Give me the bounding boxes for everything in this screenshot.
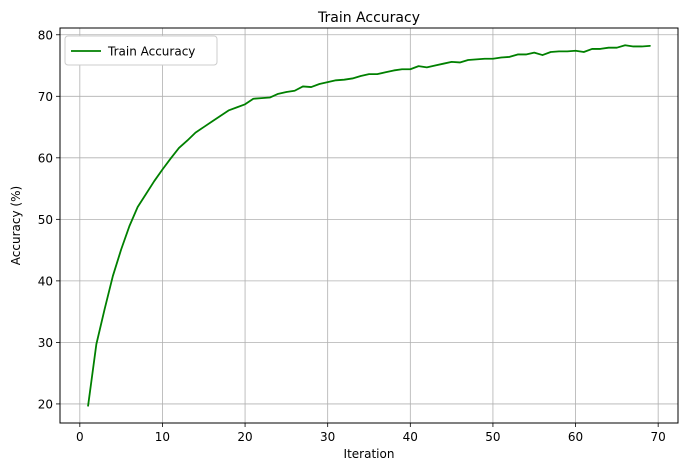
data-point <box>227 109 230 112</box>
data-point <box>294 90 296 92</box>
data-point <box>219 115 221 117</box>
data-point <box>327 81 329 83</box>
data-point <box>236 106 238 108</box>
data-point <box>137 206 139 208</box>
data-point <box>434 64 436 67</box>
data-point <box>376 73 378 75</box>
data-point <box>178 147 180 149</box>
data-point <box>120 248 122 251</box>
data-point <box>128 225 131 227</box>
y-tick-label: 30 <box>38 336 53 350</box>
data-point <box>533 52 535 54</box>
data-point <box>360 75 362 77</box>
data-point <box>112 275 114 277</box>
legend-label: Train Accuracy <box>107 45 195 59</box>
data-point <box>500 56 502 59</box>
data-point <box>368 73 370 75</box>
data-point <box>252 98 254 100</box>
data-point <box>409 68 411 70</box>
y-tick-label: 20 <box>38 397 53 411</box>
data-point <box>302 85 304 88</box>
data-point <box>525 53 527 56</box>
data-point <box>393 69 395 72</box>
data-point <box>244 103 246 105</box>
grid <box>60 28 678 423</box>
data-point <box>211 120 213 123</box>
data-point <box>384 71 387 73</box>
y-tick-label: 40 <box>38 274 53 288</box>
data-point <box>492 58 494 60</box>
data-point <box>451 61 453 63</box>
data-point <box>401 68 403 70</box>
chart-title: Train Accuracy <box>317 10 420 26</box>
x-tick-label: 50 <box>485 430 500 444</box>
data-point <box>153 180 155 182</box>
data-point <box>335 79 337 81</box>
data-point <box>186 139 188 142</box>
data-point <box>310 86 312 88</box>
data-point <box>87 405 89 407</box>
data-point <box>599 48 601 50</box>
data-point <box>583 51 585 53</box>
axis-ticks: 0 10 20 30 40 50 60 70 20 30 40 50 60 70 80 <box>38 28 666 444</box>
data-point <box>145 193 147 195</box>
data-point <box>484 58 486 60</box>
data-point <box>566 50 568 52</box>
y-tick-label: 80 <box>38 28 53 42</box>
y-tick-label: 60 <box>38 151 53 165</box>
data-point <box>260 97 263 99</box>
x-tick-label: 30 <box>320 430 335 444</box>
data-point <box>269 96 271 99</box>
data-point <box>632 45 634 48</box>
legend: Train Accuracy <box>64 35 218 66</box>
data-point <box>161 168 164 171</box>
y-tick-label: 70 <box>38 90 53 104</box>
data-point <box>459 61 461 64</box>
x-tick-label: 20 <box>237 430 252 444</box>
data-point <box>541 54 544 56</box>
data-point <box>508 56 511 58</box>
data-point <box>104 308 106 310</box>
data-point <box>550 51 552 53</box>
data-point <box>591 48 593 50</box>
data-point <box>417 65 420 67</box>
data-point <box>170 157 172 160</box>
y-tick-label: 50 <box>38 213 53 227</box>
y-axis-label: Accuracy (%) <box>9 186 23 265</box>
series-layer <box>87 44 651 407</box>
x-tick-label: 60 <box>568 430 583 444</box>
data-point <box>343 79 345 81</box>
x-tick-label: 0 <box>76 430 84 444</box>
legend-box <box>64 35 218 66</box>
data-point <box>467 59 469 61</box>
data-point <box>641 45 643 48</box>
plot-frame <box>59 27 679 424</box>
x-axis-label: Iteration <box>344 447 395 461</box>
data-point <box>558 50 560 52</box>
data-point <box>574 50 577 52</box>
data-point <box>426 66 428 68</box>
data-point <box>351 77 354 80</box>
data-point <box>616 47 618 49</box>
x-tick-label: 10 <box>155 430 170 444</box>
data-point <box>517 53 519 56</box>
data-point <box>95 343 97 345</box>
data-point <box>203 126 205 128</box>
data-point <box>194 131 197 134</box>
data-point <box>649 45 651 47</box>
data-point <box>442 63 444 65</box>
data-point <box>277 93 279 95</box>
x-tick-label: 70 <box>651 430 666 444</box>
data-point <box>624 44 626 46</box>
data-point <box>607 47 610 49</box>
data-point <box>318 83 321 85</box>
data-point <box>285 91 287 93</box>
x-tick-label: 40 <box>403 430 418 444</box>
data-point <box>475 58 478 60</box>
